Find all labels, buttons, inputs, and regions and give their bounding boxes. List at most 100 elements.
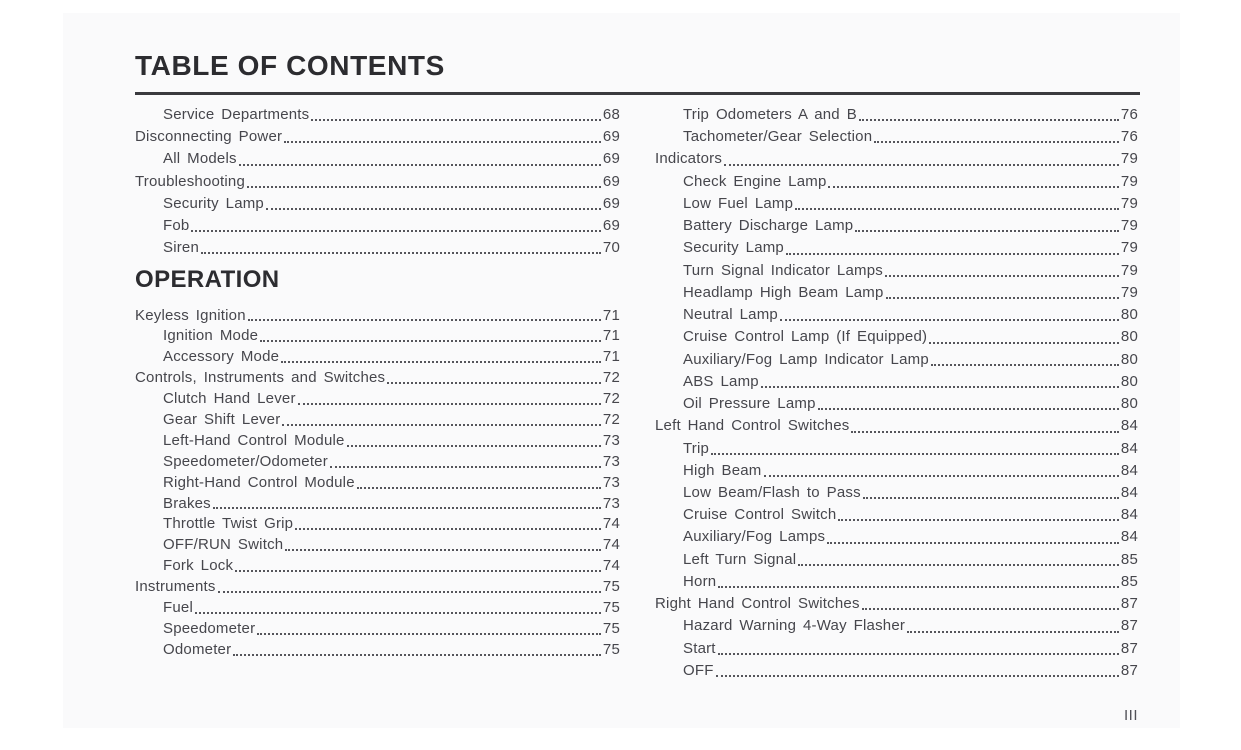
- dot-leader: [884, 274, 1119, 277]
- toc-entry: Turn Signal Indicator Lamps 79: [655, 260, 1138, 282]
- dot-leader: [235, 570, 601, 573]
- toc-entry-label: Odometer: [163, 640, 232, 658]
- toc-entry-page: 75: [602, 640, 620, 658]
- dot-leader: [329, 465, 601, 468]
- toc-entry-page: 87: [1120, 595, 1138, 613]
- dot-leader: [795, 208, 1119, 211]
- toc-entry-page: 80: [1120, 306, 1138, 324]
- section-heading-operation: OPERATION: [135, 266, 280, 293]
- toc-entry-label: High Beam: [683, 461, 762, 479]
- toc-entry: Start 87: [655, 638, 1138, 660]
- toc-entry-page: 79: [1120, 150, 1138, 168]
- dot-leader: [930, 363, 1119, 366]
- toc-entry-page: 87: [1120, 661, 1138, 679]
- toc-entry: Cruise Control Switch 84: [655, 504, 1138, 526]
- toc-entry: ABS Lamp 80: [655, 371, 1138, 393]
- toc-entry-label: Auxiliary/Fog Lamps: [683, 528, 826, 546]
- toc-entry: Security Lamp 79: [655, 237, 1138, 259]
- toc-entry: High Beam 84: [655, 460, 1138, 482]
- toc-entry: Troubleshooting 69: [135, 171, 620, 193]
- toc-entry-label: Hazard Warning 4-Way Flasher: [683, 617, 906, 635]
- toc-entry-label: Security Lamp: [683, 239, 784, 257]
- toc-entry-page: 72: [602, 369, 620, 387]
- toc-entry-page: 87: [1120, 617, 1138, 635]
- toc-entry-page: 79: [1120, 194, 1138, 212]
- toc-entry: Trip 84: [655, 438, 1138, 460]
- toc-entry: Fork Lock 74: [135, 556, 620, 577]
- dot-leader: [760, 386, 1119, 389]
- dot-leader: [191, 230, 601, 233]
- toc-entry-label: Headlamp High Beam Lamp: [683, 283, 884, 301]
- dot-leader: [828, 185, 1119, 188]
- toc-entry-label: OFF: [683, 661, 714, 679]
- toc-entry: All Models 69: [135, 148, 620, 170]
- toc-entry: Brakes 73: [135, 494, 620, 515]
- toc-entry-page: 73: [602, 431, 620, 449]
- toc-entry-page: 71: [602, 348, 620, 366]
- toc-entry-page: 69: [602, 194, 620, 212]
- dot-leader: [284, 141, 601, 144]
- toc-entry-page: 69: [602, 172, 620, 190]
- toc-entry-label: Throttle Twist Grip: [163, 515, 294, 533]
- dot-leader: [858, 119, 1119, 122]
- toc-entry-label: Oil Pressure Lamp: [683, 395, 816, 413]
- toc-entry-label: Left Turn Signal: [683, 550, 797, 568]
- page-title: TABLE OF CONTENTS: [135, 50, 445, 81]
- toc-entry: Tachometer/Gear Selection 76: [655, 126, 1138, 148]
- toc-entry-label: Instruments: [135, 578, 216, 596]
- toc-entry-label: Low Beam/Flash to Pass: [683, 483, 861, 501]
- toc-entry-label: Gear Shift Lever: [163, 410, 281, 428]
- toc-entry-page: 80: [1120, 350, 1138, 368]
- toc-entry: Left Turn Signal 85: [655, 549, 1138, 571]
- toc-entry-label: Security Lamp: [163, 194, 264, 212]
- toc-entry: Keyless Ignition 71: [135, 306, 620, 327]
- toc-entry-page: 76: [1120, 128, 1138, 146]
- toc-entry: Gear Shift Lever 72: [135, 410, 620, 431]
- toc-entry: Auxiliary/Fog Lamps 84: [655, 526, 1138, 548]
- toc-entry: Fob 69: [135, 215, 620, 237]
- toc-entry: Instruments 75: [135, 577, 620, 598]
- toc-entry-label: Auxiliary/Fog Lamp Indicator Lamp: [683, 350, 929, 368]
- toc-entry: Hazard Warning 4-Way Flasher 87: [655, 615, 1138, 637]
- toc-entry-label: Left Hand Control Switches: [655, 417, 850, 435]
- toc-entry: OFF 87: [655, 660, 1138, 682]
- toc-entry-page: 74: [602, 536, 620, 554]
- dot-leader: [233, 653, 601, 656]
- dot-leader: [717, 652, 1119, 655]
- dot-leader: [346, 444, 601, 447]
- toc-entry-page: 84: [1120, 461, 1138, 479]
- toc-entry-page: 75: [602, 598, 620, 616]
- dot-leader: [798, 563, 1119, 566]
- toc-entry: Battery Discharge Lamp 79: [655, 215, 1138, 237]
- dot-leader: [855, 230, 1119, 233]
- toc-entry-page: 69: [602, 150, 620, 168]
- toc-entry: Indicators 79: [655, 148, 1138, 170]
- dot-leader: [238, 163, 601, 166]
- toc-entry-label: ABS Lamp: [683, 372, 759, 390]
- toc-entry-label: Neutral Lamp: [683, 306, 778, 324]
- toc-entry-page: 69: [602, 128, 620, 146]
- toc-entry: Security Lamp 69: [135, 193, 620, 215]
- toc-entry-page: 75: [602, 619, 620, 637]
- dot-leader: [763, 474, 1119, 477]
- toc-entry-label: Turn Signal Indicator Lamps: [683, 261, 883, 279]
- toc-entry: Speedometer/Odometer 73: [135, 452, 620, 473]
- toc-entry-page: 73: [602, 473, 620, 491]
- toc-entry-page: 85: [1120, 550, 1138, 568]
- dot-leader: [295, 528, 601, 531]
- toc-entry-label: Cruise Control Switch: [683, 506, 837, 524]
- dot-leader: [194, 611, 601, 614]
- dot-leader: [838, 519, 1119, 522]
- toc-entry: Controls, Instruments and Switches 72: [135, 368, 620, 389]
- toc-entry-label: Troubleshooting: [135, 172, 246, 190]
- toc-entry-page: 79: [1120, 172, 1138, 190]
- toc-entry-page: 79: [1120, 261, 1138, 279]
- toc-entry-label: Fork Lock: [163, 557, 234, 575]
- dot-leader: [885, 297, 1119, 300]
- toc-entry: Low Fuel Lamp 79: [655, 193, 1138, 215]
- toc-entry-page: 79: [1120, 217, 1138, 235]
- toc-entry-page: 71: [602, 327, 620, 345]
- toc-entry: Trip Odometers A and B 76: [655, 104, 1138, 126]
- toc-entry-page: 74: [602, 515, 620, 533]
- dot-leader: [212, 507, 601, 510]
